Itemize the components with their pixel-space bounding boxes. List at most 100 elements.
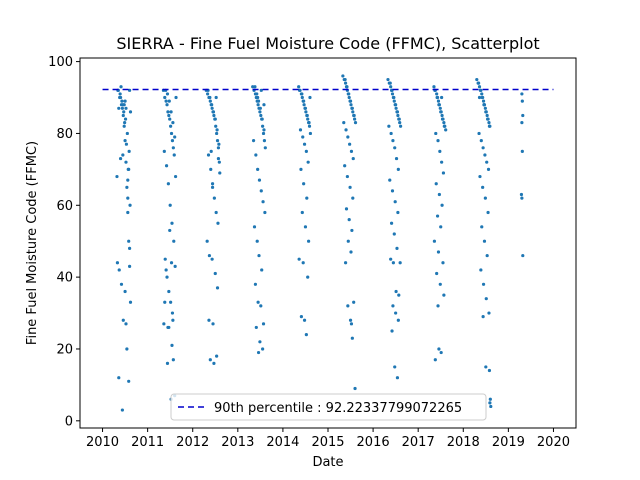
data-point (346, 304, 350, 308)
data-point (439, 110, 443, 114)
data-point (173, 264, 177, 268)
data-point (520, 149, 524, 153)
data-point (210, 257, 214, 261)
data-point (387, 124, 391, 128)
data-point (390, 189, 395, 193)
data-point (211, 322, 215, 326)
x-tick-label: 2014 (266, 435, 299, 450)
data-point (208, 95, 212, 100)
data-point (254, 153, 258, 157)
data-point (397, 293, 401, 297)
data-point (521, 253, 525, 258)
data-point (206, 92, 210, 96)
data-point (128, 203, 132, 207)
data-point (207, 253, 212, 258)
x-tick-label: 2018 (447, 435, 480, 450)
data-point (477, 95, 482, 100)
chart-title: SIERRA - Fine Fuel Moisture Code (FFMC),… (116, 34, 539, 53)
y-tick-label: 20 (56, 342, 73, 357)
data-point (126, 210, 130, 215)
data-point (344, 128, 348, 132)
data-point (481, 315, 485, 319)
data-point (215, 128, 219, 132)
data-point (302, 318, 307, 322)
data-point (162, 149, 166, 153)
data-point (117, 106, 121, 110)
data-point (349, 103, 353, 107)
data-point (436, 304, 440, 308)
y-tick-label: 0 (65, 414, 73, 429)
data-point (169, 124, 173, 128)
y-axis-label: Fine Fuel Moisture Code (FFMC) (25, 141, 40, 345)
data-point (254, 325, 258, 330)
data-point (487, 121, 491, 125)
data-point (128, 88, 132, 92)
data-point (485, 113, 489, 118)
data-point (393, 365, 397, 369)
data-point (117, 268, 121, 272)
data-point (256, 103, 260, 107)
data-point (214, 210, 218, 215)
scatter-points (115, 74, 525, 412)
data-point (208, 99, 212, 103)
data-point (303, 106, 308, 110)
data-point (441, 171, 446, 175)
data-point (124, 142, 129, 146)
data-point (481, 146, 485, 150)
data-point (170, 311, 175, 315)
data-point (216, 146, 221, 150)
data-point (167, 325, 171, 330)
data-point (213, 271, 217, 276)
data-point (353, 121, 358, 125)
data-point (170, 343, 174, 347)
x-axis: 2010 2011 2012 2013 2014 2015 2016 2017 2018 2019… (86, 428, 570, 450)
data-point (173, 135, 177, 139)
data-point (396, 113, 400, 118)
data-point (210, 185, 215, 189)
plot-area-frame (79, 57, 577, 429)
data-point (350, 228, 354, 233)
data-point (258, 106, 262, 110)
data-point (263, 210, 267, 215)
data-point (252, 225, 257, 229)
data-point (119, 282, 124, 286)
data-point (440, 95, 444, 100)
data-point (118, 156, 123, 161)
data-point (261, 200, 265, 204)
data-point (216, 221, 220, 225)
data-point (444, 128, 448, 132)
data-point (258, 110, 262, 114)
data-point (489, 404, 493, 409)
data-point (436, 139, 440, 143)
data-point (488, 397, 492, 401)
data-point (348, 99, 353, 103)
data-point (256, 350, 261, 355)
data-point (210, 182, 215, 186)
data-point (390, 92, 395, 96)
data-point (305, 196, 309, 200)
data-point (442, 121, 446, 125)
data-point (437, 347, 441, 351)
data-point (480, 95, 484, 100)
data-point (434, 182, 438, 186)
data-point (487, 124, 492, 128)
data-point (345, 174, 349, 179)
data-point (485, 160, 489, 164)
data-point (519, 192, 524, 197)
data-point (259, 189, 263, 193)
y-tick-label: 100 (48, 55, 73, 70)
data-point (168, 228, 172, 233)
data-point (166, 110, 170, 114)
data-point (486, 167, 491, 171)
data-point (168, 203, 172, 207)
data-point (261, 322, 266, 326)
data-point (395, 110, 400, 114)
data-point (167, 289, 171, 294)
data-point (256, 300, 260, 304)
data-point (211, 110, 216, 114)
data-point (126, 196, 130, 200)
data-point (115, 174, 119, 179)
data-point (169, 300, 173, 304)
data-point (481, 185, 485, 189)
